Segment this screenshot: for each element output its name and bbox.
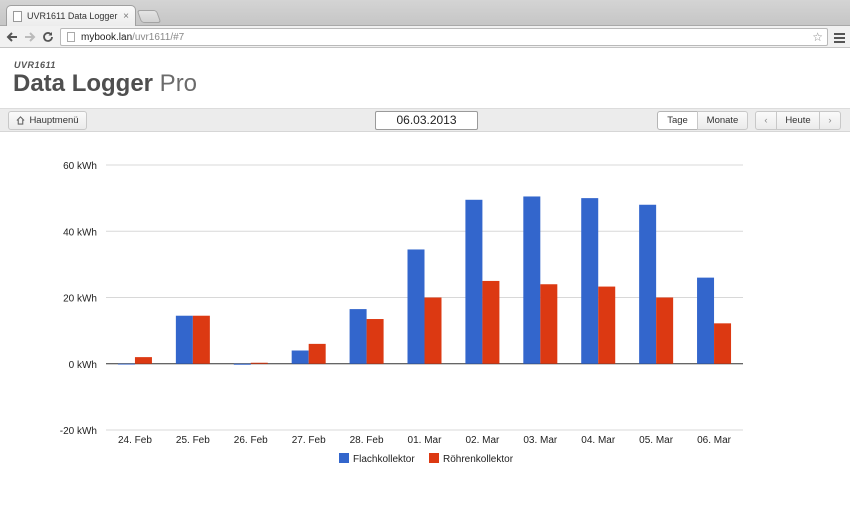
tab-months-label: Monate — [706, 115, 739, 126]
chevron-right-icon: › — [828, 115, 832, 126]
bar-roehrenkollektor — [308, 343, 326, 364]
y-tick-label: 20 kWh — [63, 294, 97, 305]
legend-label: Flachkollektor — [353, 454, 415, 465]
bar-flachkollektor — [523, 196, 541, 364]
bar-flachkollektor — [581, 198, 599, 364]
previous-button[interactable]: ‹ — [755, 111, 777, 130]
bar-flachkollektor — [639, 204, 657, 364]
bar-roehrenkollektor — [714, 323, 732, 364]
bar-roehrenkollektor — [424, 297, 442, 364]
hamburger-menu-icon[interactable] — [832, 28, 846, 46]
x-tick-label: 06. Mar — [697, 435, 732, 446]
app-header: UVR1611 Data Logger Pro — [0, 49, 850, 108]
bar-roehrenkollektor — [540, 284, 558, 364]
x-tick-label: 27. Feb — [292, 435, 326, 446]
y-tick-label: 0 kWh — [69, 360, 97, 371]
bar-flachkollektor — [233, 363, 251, 365]
tab-days[interactable]: Tage — [657, 111, 698, 130]
bar-flachkollektor — [291, 350, 309, 364]
x-tick-label: 25. Feb — [176, 435, 210, 446]
forward-arrow-icon[interactable] — [22, 28, 38, 46]
next-button[interactable]: › — [819, 111, 841, 130]
tab-days-label: Tage — [667, 115, 688, 126]
bar-roehrenkollektor — [366, 319, 384, 364]
home-icon — [16, 116, 25, 125]
tab-close-icon[interactable]: × — [123, 10, 129, 22]
page-icon — [13, 10, 22, 22]
bar-flachkollektor — [349, 309, 367, 364]
bar-roehrenkollektor — [598, 286, 616, 364]
bar-flachkollektor — [117, 363, 135, 365]
bar-roehrenkollektor — [482, 280, 500, 364]
document-icon — [67, 32, 75, 42]
legend-swatch — [429, 453, 439, 463]
x-tick-label: 01. Mar — [408, 435, 443, 446]
browser-tab[interactable]: UVR1611 Data Logger Pro × — [6, 5, 136, 26]
x-tick-label: 02. Mar — [465, 435, 500, 446]
bar-chart-svg: 60 kWh 40 kWh 20 kWh 0 kWh -20 kWh 24. Feb 25.… — [60, 161, 743, 465]
app-title-bold: Data Logger — [13, 70, 154, 97]
app-subtitle: UVR1611 — [14, 60, 56, 70]
url-host: mybook.lan — [81, 31, 133, 43]
main-menu-button[interactable]: Hauptmenü — [8, 111, 87, 130]
today-label: Heute — [785, 115, 811, 126]
energy-chart: 60 kWh 40 kWh 20 kWh 0 kWh -20 kWh 24. Feb 25.… — [0, 133, 850, 473]
bar-roehrenkollektor — [250, 362, 268, 364]
y-tick-label: 40 kWh — [63, 227, 97, 238]
x-tick-label: 28. Feb — [350, 435, 384, 446]
browser-tabstrip: UVR1611 Data Logger Pro × — [0, 0, 850, 26]
bar-roehrenkollektor — [134, 357, 152, 364]
bar-flachkollektor — [465, 199, 483, 364]
x-tick-label: 05. Mar — [639, 435, 674, 446]
url-path: /uvr1611/#7 — [132, 31, 185, 43]
browser-toolbar: mybook.lan /uvr1611/#7 ☆ — [0, 26, 850, 48]
today-button[interactable]: Heute — [776, 111, 820, 130]
chevron-left-icon: ‹ — [764, 115, 768, 126]
bar-flachkollektor — [175, 315, 193, 364]
legend-label: Röhrenkollektor — [443, 454, 514, 465]
app-title-light: Pro — [153, 70, 198, 97]
x-tick-label: 03. Mar — [523, 435, 558, 446]
y-tick-label: 60 kWh — [63, 161, 97, 172]
star-icon[interactable]: ☆ — [812, 30, 823, 44]
address-bar[interactable]: mybook.lan /uvr1611/#7 ☆ — [60, 28, 828, 46]
bar-flachkollektor — [407, 249, 425, 364]
tab-title: UVR1611 Data Logger Pro — [27, 11, 119, 21]
app-title: Data Logger Pro — [13, 70, 197, 98]
y-tick-label: -20 kWh — [60, 426, 97, 437]
tab-months[interactable]: Monate — [697, 111, 748, 130]
x-tick-label: 24. Feb — [118, 435, 152, 446]
date-field[interactable]: 06.03.2013 — [375, 111, 478, 130]
bar-roehrenkollektor — [656, 297, 674, 364]
legend-swatch — [339, 453, 349, 463]
x-tick-label: 26. Feb — [234, 435, 268, 446]
back-arrow-icon[interactable] — [4, 28, 20, 46]
control-bar: Hauptmenü 06.03.2013 Tage Monate ‹ Heute… — [0, 108, 850, 132]
bar-flachkollektor — [697, 277, 715, 364]
main-menu-label: Hauptmenü — [29, 115, 79, 126]
reload-icon[interactable] — [40, 28, 56, 46]
x-tick-label: 04. Mar — [581, 435, 616, 446]
bar-roehrenkollektor — [192, 315, 210, 364]
new-tab-button[interactable] — [136, 10, 162, 23]
